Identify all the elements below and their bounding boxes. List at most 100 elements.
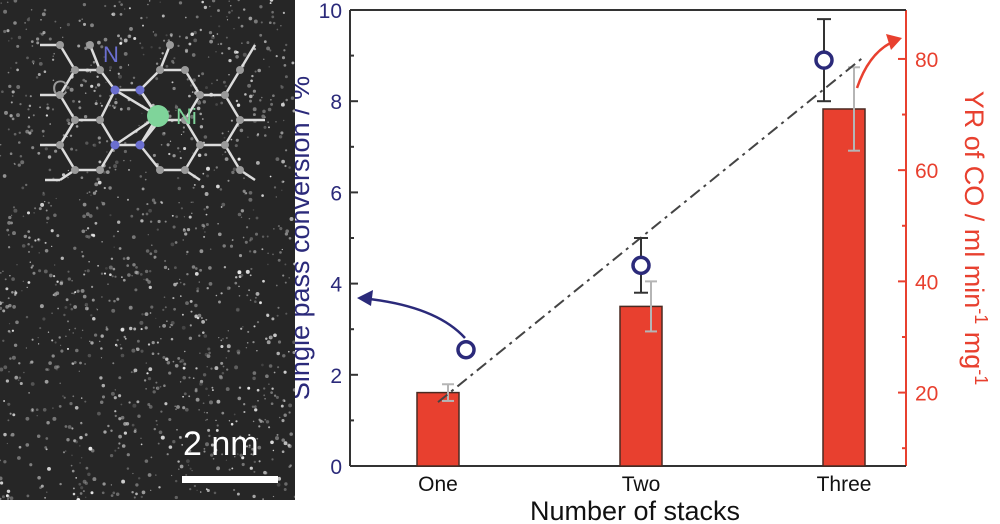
atom-speckle (140, 443, 143, 446)
atom-speckle (186, 250, 189, 254)
atom-speckle (222, 244, 226, 248)
x-tick-label: One (418, 473, 458, 496)
atom-speckle (103, 186, 106, 190)
atom-speckle (3, 460, 7, 464)
atom-speckle (15, 61, 18, 65)
atom-speckle (5, 494, 9, 498)
atom-speckle (79, 445, 81, 447)
atom-speckle (31, 60, 35, 64)
atom-speckle (238, 386, 242, 389)
carbon-atom (156, 166, 164, 174)
atom-speckle (205, 213, 208, 216)
atom-speckle (241, 456, 245, 460)
atom-speckle (117, 196, 119, 199)
atom-speckle (25, 129, 30, 134)
atom-speckle (117, 230, 119, 233)
atom-speckle (114, 449, 117, 452)
atom-speckle (223, 266, 227, 269)
atom-speckle (85, 234, 89, 238)
atom-speckle (84, 496, 87, 499)
atom-speckle (2, 174, 7, 178)
atom-speckle (218, 300, 221, 304)
atom-speckle (73, 439, 77, 443)
atom-speckle (211, 82, 213, 85)
atom-speckle (133, 327, 137, 331)
atom-speckles (0, 0, 295, 500)
atom-speckle (8, 303, 12, 308)
atom-speckle (194, 267, 198, 270)
atom-speckle (262, 421, 264, 423)
atom-speckle (174, 479, 178, 483)
atom-speckle (288, 403, 293, 408)
atom-speckle (186, 78, 189, 81)
atom-speckle (100, 104, 103, 107)
atom-speckle (272, 449, 275, 452)
atom-speckle (192, 377, 195, 380)
atom-speckle (6, 29, 10, 33)
atom-speckle (46, 106, 50, 110)
atom-speckle (124, 337, 127, 340)
atom-speckle (123, 38, 128, 43)
atom-speckle (190, 84, 193, 87)
atom-speckle (42, 317, 46, 321)
atom-speckle (105, 326, 108, 329)
atom-speckle (135, 266, 138, 269)
atom-speckle (141, 490, 146, 495)
atom-speckle (201, 320, 205, 324)
atom-speckle (168, 114, 172, 118)
atom-speckle (95, 308, 98, 310)
atom-speckle (145, 171, 147, 174)
atom-speckle (39, 106, 42, 109)
atom-speckle (265, 374, 269, 379)
atom-speckle (134, 270, 138, 275)
atom-speckle (227, 130, 230, 133)
atom-speckle (259, 99, 262, 102)
atom-speckle (141, 187, 145, 191)
atom-speckle (184, 48, 189, 53)
atom-speckle (126, 198, 130, 201)
atom-speckle (78, 482, 82, 486)
atom-speckle (92, 60, 96, 64)
atom-speckle (75, 477, 78, 479)
carbon-atom (71, 116, 79, 124)
atom-speckle (268, 21, 272, 25)
atom-speckle (28, 17, 30, 19)
atom-speckle (232, 437, 237, 441)
atom-speckle (31, 338, 34, 341)
atom-speckle (45, 368, 48, 371)
atom-speckle (263, 40, 267, 44)
bond (223, 144, 242, 171)
atom-speckle (41, 12, 46, 17)
atom-speckle (148, 405, 153, 409)
atom-speckle (118, 434, 122, 439)
atom-speckle (280, 131, 284, 135)
atom-speckle (271, 458, 274, 461)
atom-speckle (116, 297, 120, 301)
atom-speckle (199, 249, 204, 254)
atom-speckle (153, 427, 157, 431)
atom-speckle (145, 212, 149, 216)
atom-speckle (0, 143, 2, 146)
atom-speckle (81, 229, 86, 234)
atom-speckle (162, 308, 165, 311)
atom-speckle (242, 236, 245, 239)
atom-speckle (247, 83, 252, 88)
atom-speckle (101, 383, 106, 388)
atom-speckle (221, 52, 224, 55)
atom-speckle (14, 375, 19, 380)
atom-speckle (18, 131, 22, 135)
atom-speckle (293, 495, 295, 499)
atom-speckle (252, 371, 257, 375)
atom-speckle (147, 376, 152, 381)
atom-speckle (149, 270, 152, 273)
atom-speckle (220, 339, 223, 342)
atom-speckle (37, 343, 40, 345)
atom-speckle (52, 274, 56, 278)
atom-speckle (280, 85, 284, 89)
atom-speckle (124, 8, 126, 10)
atom-speckle (64, 425, 68, 428)
atom-speckle (203, 208, 206, 211)
atom-speckle (36, 37, 40, 41)
atom-speckle (266, 46, 271, 51)
atom-speckle (131, 348, 136, 353)
